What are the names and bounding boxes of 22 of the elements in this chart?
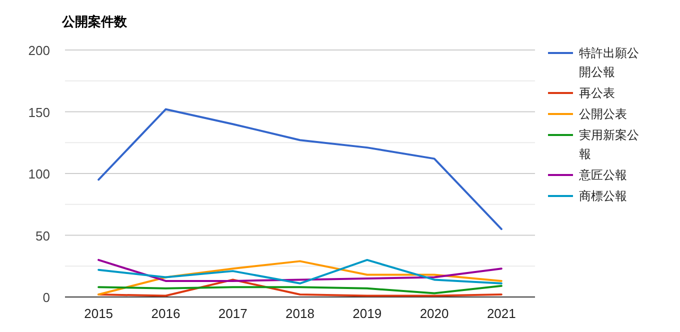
- line-series: [98, 108, 502, 230]
- legend-label: 特許出願公開公報: [579, 46, 639, 79]
- x-tick-label: 2016: [151, 306, 180, 321]
- y-tick-label: 150: [28, 104, 50, 120]
- x-tick-label: 2015: [84, 306, 114, 321]
- legend-label: 実用新案公報: [579, 128, 639, 161]
- x-tick-label: 2019: [352, 306, 382, 321]
- y-tick-label: 100: [28, 166, 50, 182]
- legend-label: 再公表: [579, 86, 615, 100]
- y-tick-label: 200: [28, 43, 50, 58]
- line-series: [98, 260, 502, 296]
- x-tick-label: 2020: [420, 306, 449, 321]
- y-tick-label: 50: [36, 228, 50, 244]
- chart-title: 公開案件数: [61, 14, 128, 29]
- legend-label: 意匠公報: [578, 168, 627, 182]
- x-tick-label: 2017: [218, 306, 248, 321]
- x-tick-label: 2021: [486, 306, 516, 321]
- line-series: [98, 284, 502, 294]
- y-tick-label: 0: [42, 290, 50, 305]
- legend-label: 商標公報: [579, 189, 627, 203]
- x-tick-label: 2018: [286, 306, 314, 321]
- legend-label: 公開公表: [579, 107, 627, 121]
